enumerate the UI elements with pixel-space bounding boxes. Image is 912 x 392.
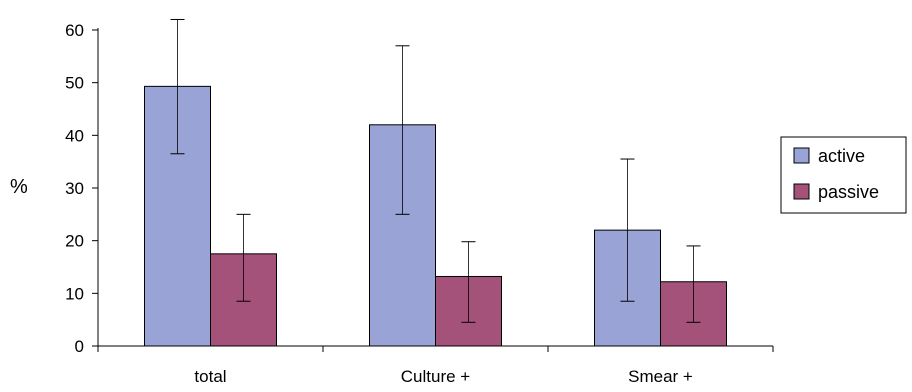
x-tick-label: Culture + [401,367,471,386]
y-tick-label: 30 [65,179,84,198]
y-tick-label: 40 [65,126,84,145]
x-tick-label: Smear + [628,367,693,386]
legend-swatch-passive [793,183,810,200]
y-tick-label: 60 [65,21,84,40]
x-tick-label: total [194,367,226,386]
error-bars [170,18,701,323]
y-tick-label: 10 [65,284,84,303]
y-tick-label: 20 [65,232,84,251]
y-axis-label: % [10,176,28,198]
y-tick-label: 0 [75,337,84,356]
legend-label-passive: passive [818,182,879,202]
legend: active passive [780,136,907,214]
y-tick-label: 50 [65,74,84,93]
bars [144,85,727,347]
axes [97,28,774,352]
legend-swatch-active [793,147,810,164]
x-axis-labels: total Culture + Smear + [194,367,692,386]
legend-label-active: active [818,146,865,166]
y-axis-ticks: 0 10 20 30 40 50 60 [65,21,98,356]
